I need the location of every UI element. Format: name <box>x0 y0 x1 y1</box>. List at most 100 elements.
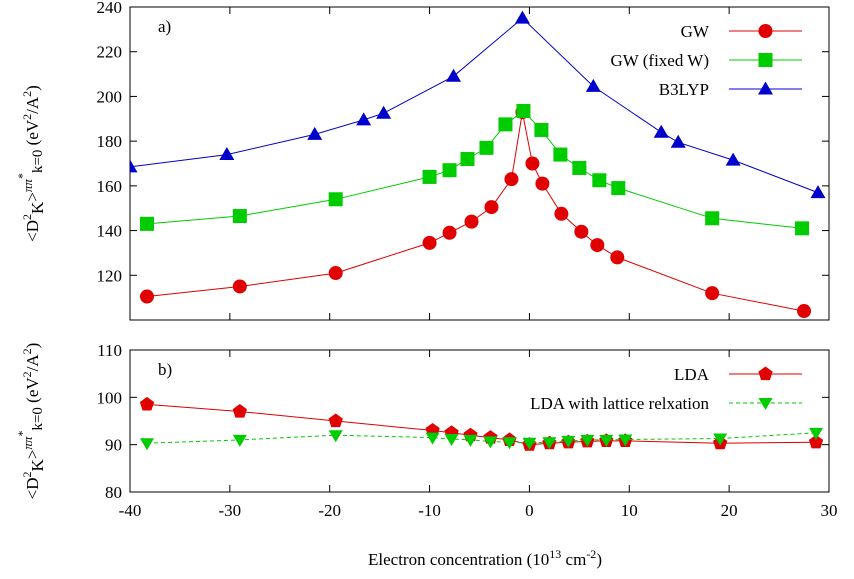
panel-a-data-point <box>514 10 530 24</box>
panel-b-x-tick-label: -10 <box>418 501 441 520</box>
panel-a-data-point <box>585 78 601 92</box>
panel-a-data-point <box>535 176 550 191</box>
panel-b-series-2 <box>139 427 824 451</box>
legend-label: LDA <box>674 365 710 384</box>
panel-a-data-point <box>670 134 686 148</box>
panel-a-data-point <box>484 200 499 215</box>
panel-a-data-point <box>705 211 720 226</box>
panel-a-y-tick-label: 220 <box>97 43 123 62</box>
panel-b-y-axis-label: <D2K>ππ*k=0 (eV2/A2) <box>15 343 47 500</box>
panel-b-data-point <box>463 434 478 447</box>
panel-a-legend-entry: GW <box>681 22 802 41</box>
panel-a-data-point <box>219 147 235 161</box>
panel-b-y-tick-label: 90 <box>105 436 122 455</box>
panel-a-data-point <box>590 238 605 253</box>
panel-a-data-point <box>725 152 741 166</box>
panel-b-plot-frame <box>129 349 830 493</box>
panel-a-data-point <box>611 181 626 196</box>
panel-a-y-tick-label: 240 <box>97 0 123 17</box>
panel-a-legend-entry: B3LYP <box>659 80 802 99</box>
panel-a-data-point <box>592 173 607 188</box>
panel-a-y-tick-label: 140 <box>97 222 123 241</box>
panel-b-data-point <box>809 427 824 440</box>
legend-swatch-marker <box>758 53 773 67</box>
panel-a-y-tick-label: 180 <box>97 132 123 151</box>
panel-a-data-point <box>376 105 392 119</box>
panel-a-data-point <box>525 156 540 171</box>
panel-b-data-point <box>502 437 517 450</box>
panel-b-data-point <box>561 435 576 448</box>
panel-b-data-point <box>599 434 614 447</box>
panel-a-panel-tag: a) <box>158 17 171 36</box>
panel-b-data-point <box>808 434 824 449</box>
panel-a-y-tick-label: 200 <box>97 87 123 106</box>
panel-a-data-point <box>307 126 323 140</box>
panel-b-data-point <box>425 432 440 445</box>
panel-a-data-point <box>356 112 372 126</box>
panel-a-data-point <box>574 224 589 239</box>
panel-a-data-point <box>464 214 479 229</box>
panel-a-data-point <box>232 209 247 224</box>
panel-b-data-point <box>618 434 633 447</box>
panel-a-data-point <box>328 192 343 207</box>
legend-label: GW (fixed W) <box>610 51 709 70</box>
panel-b-y-tick-label: 80 <box>105 483 122 502</box>
panel-a-y-axis-label: <D2K>ππ*k=0 (eV2/A2) <box>15 85 47 242</box>
panel-a: 120 140 160 180 200 220 240 a) <D2K>ππ*k=0 (eV2/… <box>15 0 830 321</box>
panel-a-legend-entry: GW (fixed W) <box>610 51 802 70</box>
panel-b-data-point <box>580 434 595 447</box>
panel-a-data-point <box>653 124 669 138</box>
panel-a-y-tick-label: 120 <box>97 266 123 285</box>
panel-b-data-point <box>713 433 728 446</box>
panel-b-data-point <box>328 430 343 443</box>
panel-b-x-tick-label: -40 <box>119 501 142 520</box>
panel-a-data-point <box>422 169 437 184</box>
panel-b-data-point <box>522 437 537 450</box>
panel-b-series-line <box>146 432 817 444</box>
panel-a-data-point <box>498 117 513 132</box>
panel-a-data-point <box>446 68 462 82</box>
panel-a-data-point <box>328 266 343 281</box>
panel-a-data-point <box>442 163 457 178</box>
panel-b-data-point <box>328 413 343 428</box>
legend-swatch-marker <box>758 24 773 38</box>
legend-label: LDA with lattice relxation <box>530 394 709 413</box>
panel-b-x-tick-label: 0 <box>525 501 534 520</box>
panel-b-data-point <box>139 438 154 451</box>
panel-a-data-point <box>232 279 247 294</box>
panel-b-y-tick-label: 100 <box>97 388 123 407</box>
panel-a-data-point <box>795 221 810 236</box>
legend-label: GW <box>681 22 710 41</box>
panel-a-data-point <box>705 286 720 301</box>
panel-a-data-point <box>442 225 457 240</box>
panel-a-data-point <box>810 185 826 199</box>
panel-b-x-tick-label: 30 <box>821 501 838 520</box>
panel-b-data-point <box>232 434 247 447</box>
legend-swatch-marker <box>758 398 773 410</box>
panel-a-data-point <box>797 304 812 319</box>
panel-a-data-point <box>130 159 138 173</box>
panel-a-series-line <box>146 110 803 229</box>
panel-a-data-point <box>554 206 569 221</box>
panel-a-series-line <box>130 17 819 194</box>
legend-label: B3LYP <box>659 80 709 99</box>
panel-a-data-point <box>516 103 531 118</box>
panel-a-data-point <box>504 172 519 187</box>
panel-b-x-tick-label: -20 <box>318 501 341 520</box>
panel-b-legend-entry: LDA with lattice relxation <box>530 394 802 413</box>
panel-b-panel-tag: b) <box>158 360 172 379</box>
panel-b-data-point <box>139 396 155 411</box>
panel-b-legend-entry: LDA <box>674 365 802 384</box>
panel-b-x-tick-label: 10 <box>621 501 638 520</box>
panel-a-data-point <box>534 122 549 137</box>
panel-a-data-point <box>572 160 587 175</box>
panel-b-data-point <box>542 437 557 450</box>
panel-a-series-2 <box>139 103 810 236</box>
panel-b-data-point <box>444 433 459 446</box>
panel-a-y-tick-label: 160 <box>97 177 123 196</box>
panel-a-data-point <box>139 216 154 231</box>
x-axis-label: Electron concentration (1013 cm-2) <box>368 547 602 569</box>
panel-a-data-point <box>139 289 154 304</box>
panel-b-data-point <box>232 404 247 418</box>
panel-b-data-point <box>483 436 498 449</box>
